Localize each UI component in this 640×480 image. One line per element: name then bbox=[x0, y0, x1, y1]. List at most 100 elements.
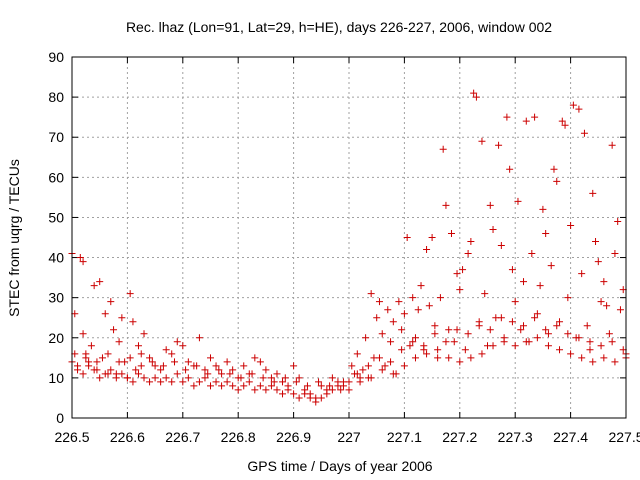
data-point bbox=[182, 366, 190, 374]
data-point bbox=[90, 366, 98, 374]
data-point bbox=[531, 314, 539, 322]
data-point bbox=[367, 374, 375, 382]
data-point bbox=[107, 366, 115, 374]
data-point bbox=[229, 382, 237, 390]
data-point bbox=[193, 362, 201, 370]
data-point bbox=[567, 221, 575, 229]
data-point bbox=[267, 382, 275, 390]
data-point bbox=[464, 330, 472, 338]
data-point bbox=[600, 278, 608, 286]
data-point bbox=[201, 366, 209, 374]
y-tick-label: 80 bbox=[48, 89, 64, 105]
data-point bbox=[326, 382, 334, 390]
data-point bbox=[533, 310, 541, 318]
data-point bbox=[267, 374, 275, 382]
x-tick-label: 226.5 bbox=[54, 429, 89, 445]
data-point bbox=[544, 342, 552, 350]
data-point bbox=[467, 354, 475, 362]
data-point bbox=[398, 326, 406, 334]
data-point bbox=[151, 362, 159, 370]
data-point bbox=[87, 342, 95, 350]
data-point bbox=[564, 330, 572, 338]
data-point bbox=[533, 334, 541, 342]
data-point bbox=[279, 390, 287, 398]
data-point bbox=[367, 290, 375, 298]
data-point bbox=[353, 370, 361, 378]
data-point bbox=[517, 326, 525, 334]
data-point bbox=[425, 302, 433, 310]
data-point bbox=[306, 394, 314, 402]
data-point bbox=[281, 374, 289, 382]
data-point bbox=[403, 234, 411, 241]
data-point bbox=[212, 378, 220, 386]
data-point bbox=[201, 374, 209, 382]
data-point bbox=[387, 358, 395, 366]
x-tick-label: 226.9 bbox=[276, 429, 311, 445]
y-tick-label: 40 bbox=[48, 250, 64, 266]
data-point bbox=[337, 386, 345, 394]
data-point bbox=[129, 378, 137, 386]
data-point bbox=[478, 350, 486, 358]
data-point bbox=[614, 217, 622, 225]
data-point bbox=[520, 322, 528, 330]
data-point bbox=[608, 141, 616, 149]
data-point bbox=[475, 318, 483, 326]
data-point bbox=[384, 306, 392, 314]
data-point bbox=[104, 350, 112, 358]
data-point bbox=[140, 374, 148, 382]
data-point bbox=[522, 338, 530, 346]
y-tick-label: 10 bbox=[48, 370, 64, 386]
data-point bbox=[547, 262, 555, 270]
data-point bbox=[411, 334, 419, 342]
data-point bbox=[223, 358, 231, 366]
data-point bbox=[423, 246, 431, 254]
data-point bbox=[406, 342, 414, 350]
data-point bbox=[400, 310, 408, 318]
data-point bbox=[218, 370, 226, 378]
data-point bbox=[594, 258, 602, 266]
data-point bbox=[79, 330, 87, 338]
data-point bbox=[395, 298, 403, 306]
data-point bbox=[511, 298, 519, 306]
data-point bbox=[353, 350, 361, 358]
data-point bbox=[375, 298, 383, 306]
data-point bbox=[115, 338, 123, 346]
data-point bbox=[262, 366, 270, 374]
data-point bbox=[207, 382, 214, 390]
data-point bbox=[481, 290, 489, 298]
data-point bbox=[359, 366, 367, 374]
data-point bbox=[364, 362, 372, 370]
x-tick-label: 227.5 bbox=[608, 429, 640, 445]
data-point bbox=[245, 378, 253, 386]
data-point bbox=[118, 370, 126, 378]
data-point bbox=[453, 326, 461, 334]
data-point bbox=[553, 177, 561, 185]
data-point bbox=[453, 270, 461, 278]
data-point bbox=[345, 386, 353, 394]
data-point bbox=[90, 282, 98, 290]
data-point bbox=[179, 342, 187, 350]
data-point bbox=[195, 334, 203, 342]
data-point bbox=[137, 350, 145, 358]
data-point bbox=[387, 338, 395, 346]
data-point bbox=[414, 306, 422, 314]
data-point bbox=[146, 354, 154, 362]
data-point bbox=[531, 113, 539, 121]
data-point bbox=[76, 254, 84, 262]
data-point bbox=[556, 318, 564, 326]
data-point bbox=[409, 338, 417, 346]
data-point bbox=[467, 238, 475, 246]
data-point bbox=[508, 318, 516, 326]
x-tick-label: 227.2 bbox=[442, 429, 477, 445]
x-tick-label: 227.3 bbox=[498, 429, 533, 445]
data-point bbox=[611, 358, 619, 366]
data-point bbox=[461, 346, 469, 354]
x-tick-label: 226.7 bbox=[165, 429, 200, 445]
data-point bbox=[98, 354, 106, 362]
data-point bbox=[389, 318, 397, 326]
data-point bbox=[470, 89, 478, 97]
data-point bbox=[126, 290, 134, 298]
data-point bbox=[159, 362, 167, 370]
data-point bbox=[207, 354, 214, 362]
